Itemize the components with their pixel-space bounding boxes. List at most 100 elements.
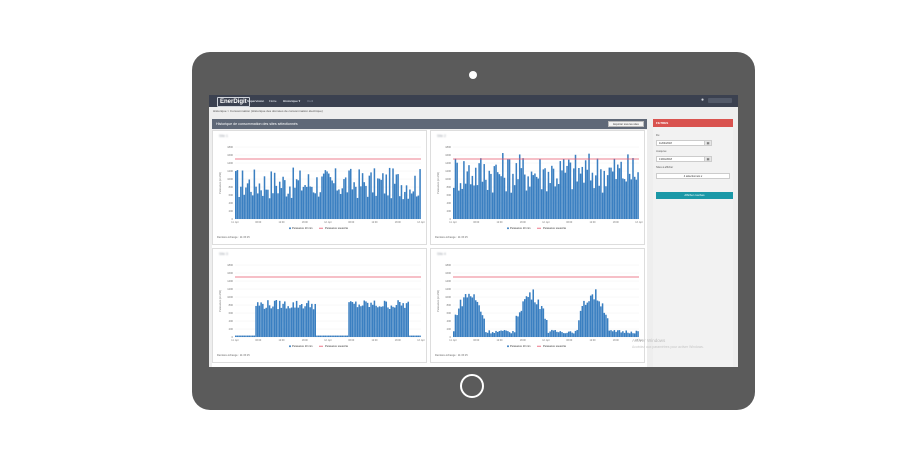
power-bar [613, 330, 616, 337]
power-bar [251, 335, 254, 337]
power-bar [549, 331, 551, 337]
power-bar [339, 193, 342, 219]
chart-title: Site 1 [219, 134, 228, 138]
x-tick-label: 06:00 [566, 221, 573, 224]
last-exchange: Dernière échange : 11:15:15 [435, 236, 468, 239]
chart-card: 0 200 400 600 800 1000 1200 1400 1600 1800 Puissan… [430, 248, 645, 363]
legend-power-label: Puissance 10 min [292, 344, 313, 348]
x-tick-label: 18:00 [613, 221, 620, 224]
power-bar [486, 332, 489, 337]
power-bar [588, 153, 590, 219]
power-bar [559, 331, 562, 337]
y-tick-label: 800 [447, 185, 452, 189]
power-bar [478, 163, 480, 219]
power-bar [388, 167, 391, 219]
power-bar [453, 187, 455, 219]
show-curves-button[interactable]: Afficher courbes [656, 192, 733, 199]
chart-svg: 0 200 400 600 800 1000 1200 1400 1600 1800 Puissan… [218, 145, 425, 230]
power-bar [319, 192, 322, 219]
power-bar [454, 158, 457, 219]
power-bar [569, 331, 572, 337]
power-bar [485, 179, 487, 219]
power-bar [508, 332, 511, 337]
power-bar [334, 168, 337, 219]
power-bar [245, 335, 247, 337]
power-bar [596, 300, 599, 337]
power-bar [263, 176, 266, 219]
legend-power-label: Puissance 10 min [510, 226, 531, 230]
power-bar [333, 183, 335, 219]
calendar-icon[interactable]: ▦ [704, 156, 712, 162]
x-tick-label: 11. Apr [231, 221, 239, 224]
y-axis-label: Puissance (en kW) [436, 290, 440, 312]
power-bar [610, 167, 612, 219]
user-icon[interactable]: ● [701, 97, 705, 103]
power-bar [493, 333, 496, 337]
y-tick-label: 1800 [227, 263, 233, 267]
power-bar [540, 189, 543, 219]
power-bar [272, 306, 274, 337]
user-menu[interactable] [708, 98, 732, 103]
power-bar [235, 171, 237, 219]
sites-select[interactable]: 4 sélectionnés ▾ [656, 173, 730, 179]
power-bar [508, 159, 511, 219]
x-tick-label: 11. Apr [449, 221, 457, 224]
power-bar [556, 331, 558, 337]
logo[interactable]: EnerDigit [217, 97, 250, 107]
power-bar [400, 185, 403, 219]
x-tick-label: 12:00 [590, 339, 597, 342]
power-bar [547, 171, 550, 219]
power-bar [561, 332, 563, 337]
power-bar [358, 169, 360, 219]
power-bar [287, 306, 289, 337]
power-bar [581, 305, 584, 337]
y-tick-label: 0 [232, 335, 234, 339]
power-bar [255, 305, 257, 337]
chart-svg: 0 200 400 600 800 1000 1200 1400 1600 1800 Puissan… [436, 263, 643, 348]
power-bar [595, 289, 597, 337]
power-bar [571, 189, 573, 219]
power-bar [299, 170, 301, 219]
power-bar [388, 308, 391, 337]
nav-item-supervision[interactable]: Supervision [247, 99, 265, 103]
power-bar [304, 306, 306, 337]
power-bar [464, 294, 467, 337]
nav-item-historique[interactable]: Historique ▾ [283, 99, 301, 103]
power-bar [300, 304, 303, 337]
home-button[interactable] [460, 374, 484, 398]
y-tick-label: 0 [232, 217, 234, 221]
power-bar [611, 171, 614, 219]
power-bar [409, 189, 411, 219]
nav-item-flotte[interactable]: Flotte [269, 99, 277, 103]
power-bar [241, 170, 244, 219]
power-bar [344, 335, 347, 337]
power-bar [490, 333, 492, 337]
power-bar [549, 183, 551, 219]
export-button[interactable]: Exporter tous les sites [608, 121, 644, 127]
power-bar [368, 175, 371, 219]
power-bar [409, 335, 411, 337]
power-bar [316, 177, 318, 219]
calendar-icon[interactable]: ▦ [704, 140, 712, 146]
power-bar [468, 165, 470, 219]
power-bar [617, 164, 619, 219]
power-bar [329, 177, 332, 219]
y-axis-label: Puissance (en kW) [218, 172, 222, 194]
power-bar [498, 331, 501, 337]
nav-item-outil[interactable]: Outil [307, 99, 314, 103]
power-bar [356, 197, 359, 219]
power-bar [331, 335, 333, 337]
power-bar [512, 173, 514, 219]
y-tick-label: 1600 [227, 271, 233, 275]
power-bar [589, 295, 592, 337]
power-bar [491, 332, 494, 337]
power-bar [476, 185, 479, 219]
power-bar [589, 180, 592, 219]
power-bar [246, 183, 249, 219]
power-bar [488, 170, 491, 219]
power-bar [569, 162, 572, 219]
power-bar [474, 300, 477, 337]
power-bar [502, 153, 504, 219]
screen: EnerDigit Supervision Flotte Historique … [209, 95, 738, 367]
power-bar [628, 333, 631, 337]
